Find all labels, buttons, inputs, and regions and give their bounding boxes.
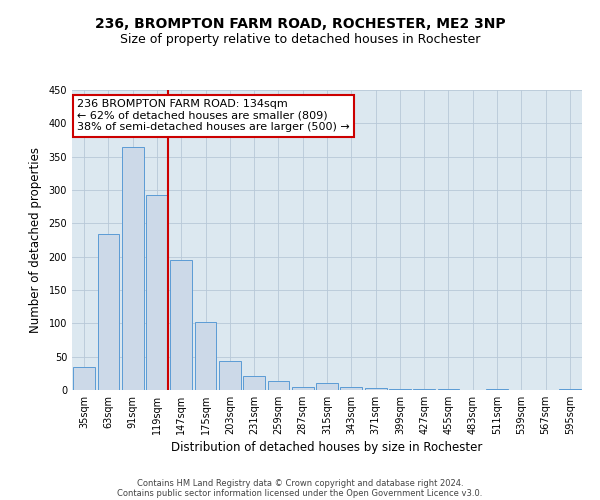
Bar — [413, 388, 435, 390]
Text: Contains public sector information licensed under the Open Government Licence v3: Contains public sector information licen… — [118, 488, 482, 498]
Bar — [97, 234, 119, 390]
Text: Size of property relative to detached houses in Rochester: Size of property relative to detached ho… — [120, 32, 480, 46]
Bar — [559, 388, 581, 390]
Bar — [146, 194, 168, 390]
Text: 236, BROMPTON FARM ROAD, ROCHESTER, ME2 3NP: 236, BROMPTON FARM ROAD, ROCHESTER, ME2 … — [95, 18, 505, 32]
Bar — [73, 366, 95, 390]
Bar — [316, 384, 338, 390]
Bar — [365, 388, 386, 390]
Y-axis label: Number of detached properties: Number of detached properties — [29, 147, 41, 333]
Bar — [243, 376, 265, 390]
Bar — [219, 360, 241, 390]
Bar — [340, 388, 362, 390]
Bar — [170, 260, 192, 390]
Bar — [194, 322, 217, 390]
Bar — [122, 148, 143, 390]
X-axis label: Distribution of detached houses by size in Rochester: Distribution of detached houses by size … — [172, 441, 482, 454]
Text: Contains HM Land Registry data © Crown copyright and database right 2024.: Contains HM Land Registry data © Crown c… — [137, 478, 463, 488]
Bar — [268, 382, 289, 390]
Text: 236 BROMPTON FARM ROAD: 134sqm
← 62% of detached houses are smaller (809)
38% of: 236 BROMPTON FARM ROAD: 134sqm ← 62% of … — [77, 99, 350, 132]
Bar — [292, 386, 314, 390]
